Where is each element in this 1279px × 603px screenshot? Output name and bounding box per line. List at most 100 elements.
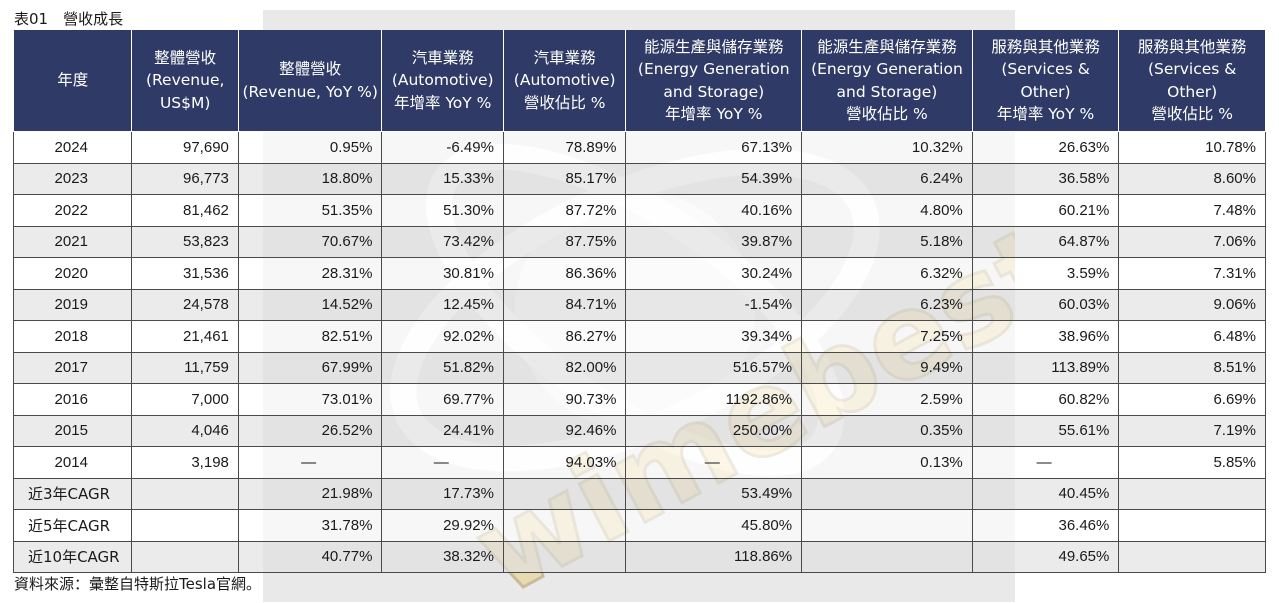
cell-rev-yoy: 73.01% xyxy=(237,383,383,416)
cell-energy-share: 0.35% xyxy=(801,414,973,447)
cell-energy-share: 6.24% xyxy=(801,162,973,195)
cell-services-share: 7.31% xyxy=(1118,257,1266,290)
cell-revenue: 24,578 xyxy=(131,288,239,321)
cell-auto-yoy: 92.02% xyxy=(381,320,504,353)
empty-cell xyxy=(801,477,973,510)
cell-energy-yoy: 1192.86% xyxy=(625,383,803,416)
cagr-label: 近3年CAGR xyxy=(12,477,133,510)
cell-year: 2021 xyxy=(12,225,133,258)
cell-services-share: 10.78% xyxy=(1118,131,1266,164)
cell-auto-share: 90.73% xyxy=(502,383,627,416)
cell-services-yoy: 49.65% xyxy=(971,540,1120,573)
cell-rev-yoy: 28.31% xyxy=(237,257,383,290)
cell-year: 2014 xyxy=(12,446,133,479)
cell-energy-yoy: 67.13% xyxy=(625,131,803,164)
cell-year: 2017 xyxy=(12,351,133,384)
cell-services-yoy: 36.46% xyxy=(971,509,1120,542)
cell-revenue: 7,000 xyxy=(131,383,239,416)
cell-auto-yoy: 38.32% xyxy=(381,540,504,573)
cell-energy-share: 6.23% xyxy=(801,288,973,321)
column-header-revenue: 整體營收 (Revenue, US$M) xyxy=(131,30,239,132)
cell-auto-yoy: 69.77% xyxy=(381,383,504,416)
column-header-auto-share: 汽車業務 (Automotive) 營收佔比 % xyxy=(502,30,627,132)
cagr-row: 近3年CAGR 21.98% 17.73% 53.49% 40.45% xyxy=(12,477,1266,510)
cell-auto-share: 94.03% xyxy=(502,446,627,479)
cell-energy-yoy: 54.39% xyxy=(625,162,803,195)
column-header-energy-yoy: 能源生產與儲存業務 (Energy Generation and Storage) 年… xyxy=(625,30,803,132)
cell-rev-yoy: 67.99% xyxy=(237,351,383,384)
cell-year: 2015 xyxy=(12,414,133,447)
table-row: 2019 24,578 14.52% 12.45% 84.71% -1.54% 6.23% 6… xyxy=(12,288,1266,321)
table-row: 2020 31,536 28.31% 30.81% 86.36% 30.24% 6.32% 3… xyxy=(12,257,1266,290)
empty-cell xyxy=(1118,540,1266,573)
cell-auto-yoy: 12.45% xyxy=(381,288,504,321)
cell-auto-yoy: 51.82% xyxy=(381,351,504,384)
cell-rev-yoy: 0.95% xyxy=(237,131,383,164)
table-row: 2022 81,462 51.35% 51.30% 87.72% 40.16% 4.80% 6… xyxy=(12,194,1266,227)
empty-cell xyxy=(502,540,627,573)
cell-auto-share: 84.71% xyxy=(502,288,627,321)
cell-auto-share: 78.89% xyxy=(502,131,627,164)
cell-energy-yoy: 118.86% xyxy=(625,540,803,573)
cell-energy-yoy: 516.57% xyxy=(625,351,803,384)
cell-energy-yoy: -1.54% xyxy=(625,288,803,321)
cell-auto-share: 85.17% xyxy=(502,162,627,195)
cell-year: 2016 xyxy=(12,383,133,416)
header-row: 年度 整體營收 (Revenue, US$M) 整體營收 (Revenue, YoY %)… xyxy=(12,30,1266,132)
empty-cell xyxy=(131,540,239,573)
cell-energy-yoy: — xyxy=(625,446,803,479)
cell-energy-share: 0.13% xyxy=(801,446,973,479)
cell-auto-yoy: 17.73% xyxy=(381,477,504,510)
cell-auto-share: 82.00% xyxy=(502,351,627,384)
cell-energy-yoy: 250.00% xyxy=(625,414,803,447)
cell-services-yoy: 60.03% xyxy=(971,288,1120,321)
cell-energy-yoy: 30.24% xyxy=(625,257,803,290)
cell-year: 2018 xyxy=(12,320,133,353)
cell-revenue: 81,462 xyxy=(131,194,239,227)
table-caption: 表01 營收成長 xyxy=(14,10,124,28)
cell-services-share: 8.51% xyxy=(1118,351,1266,384)
column-header-rev-yoy: 整體營收 (Revenue, YoY %) xyxy=(237,30,383,132)
cagr-label: 近10年CAGR xyxy=(12,540,133,573)
empty-cell xyxy=(131,477,239,510)
cell-services-share: 8.60% xyxy=(1118,162,1266,195)
cell-revenue: 96,773 xyxy=(131,162,239,195)
cell-revenue: 4,046 xyxy=(131,414,239,447)
cell-services-share: 7.19% xyxy=(1118,414,1266,447)
cell-services-share: 5.85% xyxy=(1118,446,1266,479)
cell-auto-yoy: 51.30% xyxy=(381,194,504,227)
cell-auto-yoy: 29.92% xyxy=(381,509,504,542)
cagr-row: 近5年CAGR 31.78% 29.92% 45.80% 36.46% xyxy=(12,509,1266,542)
cell-rev-yoy: 51.35% xyxy=(237,194,383,227)
cell-year: 2020 xyxy=(12,257,133,290)
cell-services-share: 6.69% xyxy=(1118,383,1266,416)
cell-energy-yoy: 40.16% xyxy=(625,194,803,227)
cell-services-yoy: 36.58% xyxy=(971,162,1120,195)
cell-year: 2022 xyxy=(12,194,133,227)
cell-rev-yoy: 31.78% xyxy=(237,509,383,542)
table-row: 2014 3,198— —94.03% —0.13% —5.85% xyxy=(12,446,1266,479)
cell-auto-yoy: 30.81% xyxy=(381,257,504,290)
cell-auto-yoy: 73.42% xyxy=(381,225,504,258)
table-row: 2023 96,773 18.80% 15.33% 85.17% 54.39% 6.24% 3… xyxy=(12,162,1266,195)
cell-revenue: 21,461 xyxy=(131,320,239,353)
revenue-growth-table: 年度 整體營收 (Revenue, US$M) 整體營收 (Revenue, YoY %)… xyxy=(12,30,1266,573)
table-row: 2021 53,823 70.67% 73.42% 87.75% 39.87% 5.18% 6… xyxy=(12,225,1266,258)
cell-energy-share: 2.59% xyxy=(801,383,973,416)
empty-cell xyxy=(801,509,973,542)
cell-auto-yoy: 24.41% xyxy=(381,414,504,447)
cell-auto-share: 87.72% xyxy=(502,194,627,227)
cell-rev-yoy: 18.80% xyxy=(237,162,383,195)
cell-auto-yoy: 15.33% xyxy=(381,162,504,195)
cell-auto-yoy: -6.49% xyxy=(381,131,504,164)
column-header-energy-share: 能源生產與儲存業務 (Energy Generation and Storage) 營… xyxy=(801,30,973,132)
cagr-label: 近5年CAGR xyxy=(12,509,133,542)
cell-services-share: 9.06% xyxy=(1118,288,1266,321)
cell-services-yoy: 38.96% xyxy=(971,320,1120,353)
cell-services-share: 6.48% xyxy=(1118,320,1266,353)
cell-services-yoy: — xyxy=(971,446,1120,479)
cell-year: 2023 xyxy=(12,162,133,195)
cell-services-yoy: 40.45% xyxy=(971,477,1120,510)
cell-revenue: 3,198 xyxy=(131,446,239,479)
cell-rev-yoy: 82.51% xyxy=(237,320,383,353)
